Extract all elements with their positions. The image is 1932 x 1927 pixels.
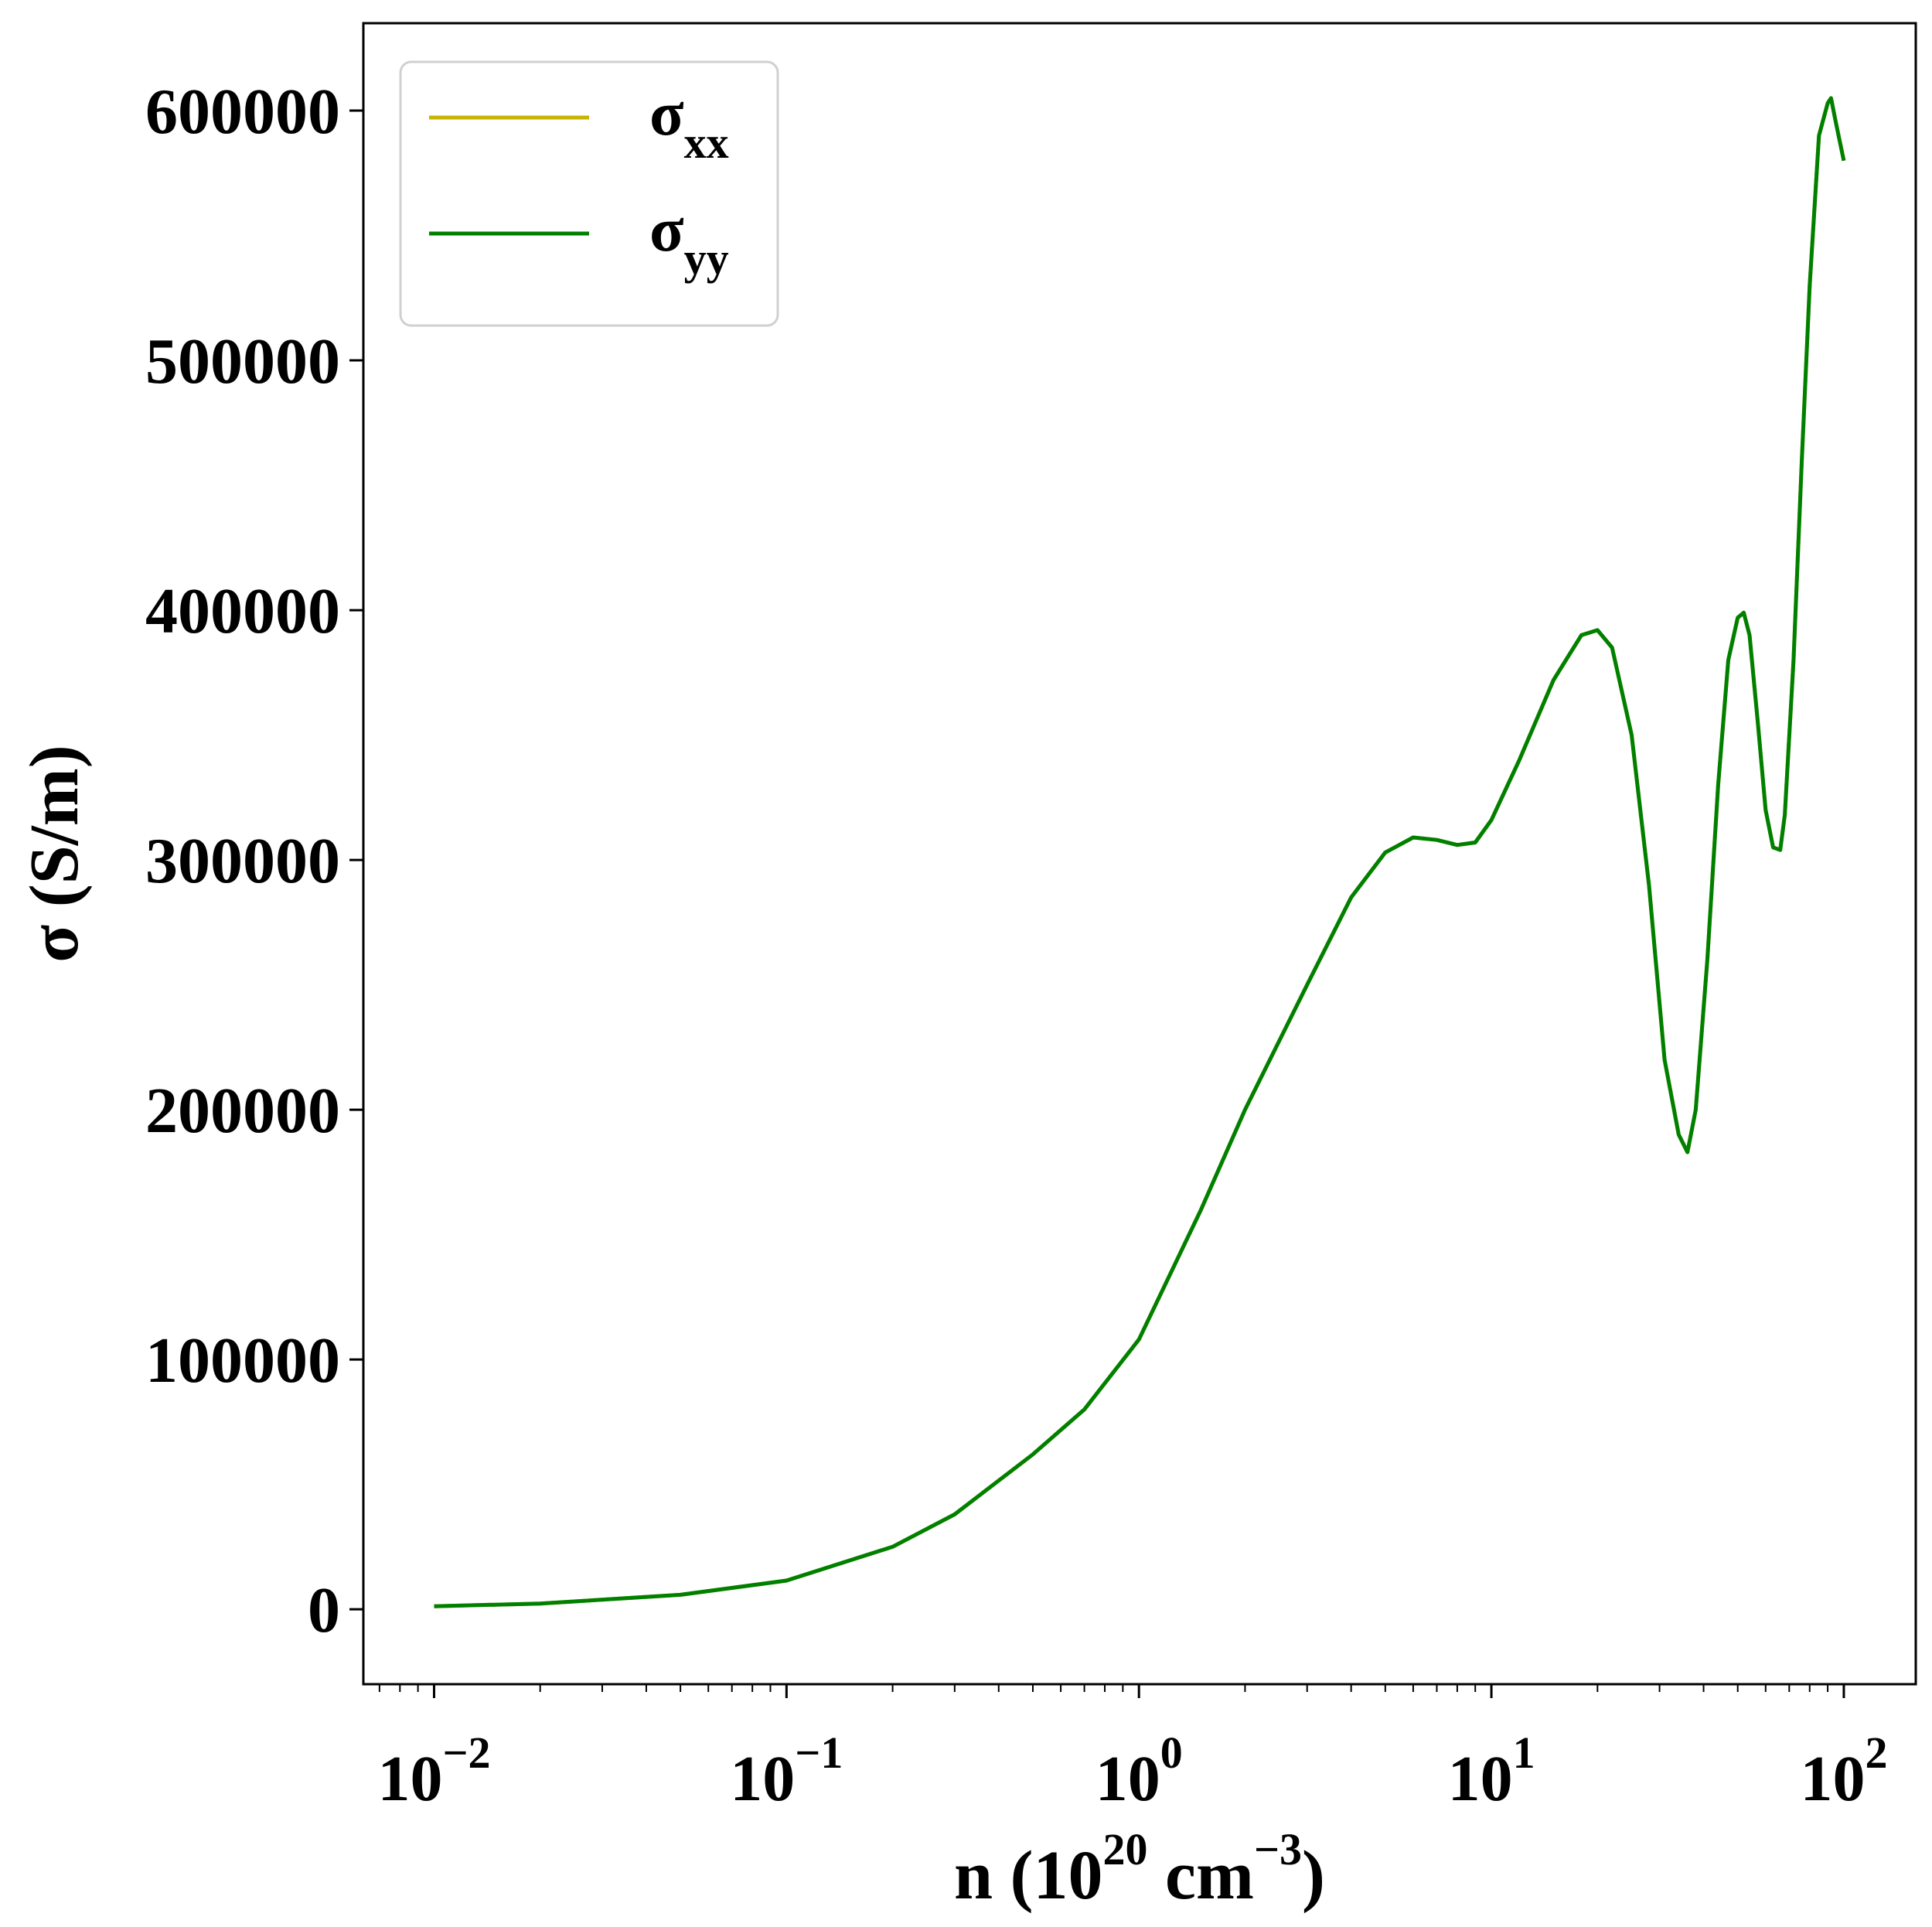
x-tick-label: 10−1 [730,1727,843,1815]
y-tick-label: 300000 [145,825,340,897]
series-layer [434,96,1846,1608]
series-line-yy [434,96,1846,1608]
y-tick-label: 500000 [145,326,340,397]
legend: σxx σyy [399,60,779,327]
y-tick-label: 600000 [145,76,340,148]
y-axis-label: σ (S/m) [16,745,93,962]
legend-label-xx: σxx [649,78,729,168]
y-tick-label: 200000 [145,1075,340,1147]
y-axis: 0 100000 200000 300000 400000 500000 600000 [145,76,363,1646]
y-tick-label: 0 [308,1574,340,1646]
y-tick-label: 400000 [145,575,340,647]
x-tick-label: 100 [1095,1727,1183,1815]
x-axis: 10−2 10−1 100 101 102 [377,1684,1887,1815]
x-axis-label: n (1020 cm−3) [954,1824,1325,1914]
y-tick-label: 100000 [145,1325,340,1397]
legend-label-yy: σyy [649,194,729,284]
x-tick-label: 102 [1800,1727,1887,1815]
x-tick-label: 101 [1448,1727,1535,1815]
x-tick-label: 10−2 [377,1727,490,1815]
legend-box [399,60,779,327]
